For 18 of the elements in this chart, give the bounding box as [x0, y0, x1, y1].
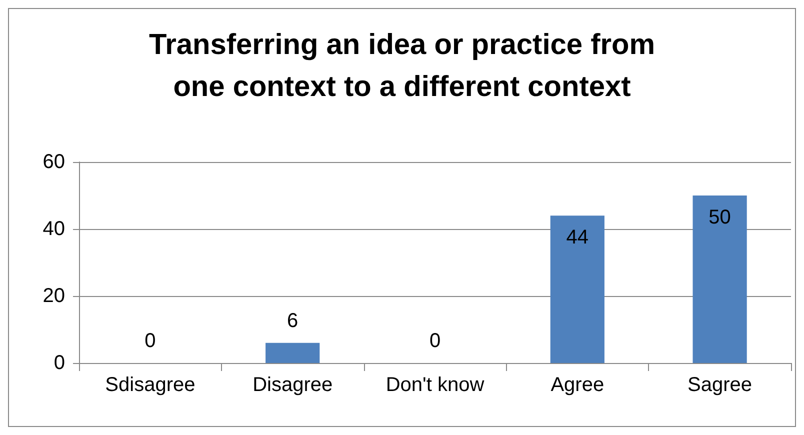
data-label: 44	[566, 226, 589, 249]
x-tick-label: Don't know	[386, 374, 485, 396]
chart-title: Transferring an idea or practice from one context to a different context	[148, 29, 656, 103]
y-tick-label: 0	[54, 352, 65, 374]
bar	[692, 196, 747, 363]
data-label: 6	[287, 310, 298, 332]
y-tick-label: 40	[42, 218, 65, 240]
x-tick-label: Sdisagree	[105, 374, 196, 396]
x-tick-label: Sagree	[688, 374, 752, 396]
bar	[550, 216, 604, 363]
bar	[266, 342, 320, 363]
y-tick-label: 20	[42, 285, 65, 307]
data-label: 50	[708, 206, 731, 228]
y-tick-label: 60	[42, 151, 65, 173]
x-tick-label: Disagree	[252, 374, 333, 396]
data-label: 0	[144, 330, 156, 352]
data-label: 0	[429, 330, 441, 352]
x-tick-label: Agree	[550, 374, 604, 396]
